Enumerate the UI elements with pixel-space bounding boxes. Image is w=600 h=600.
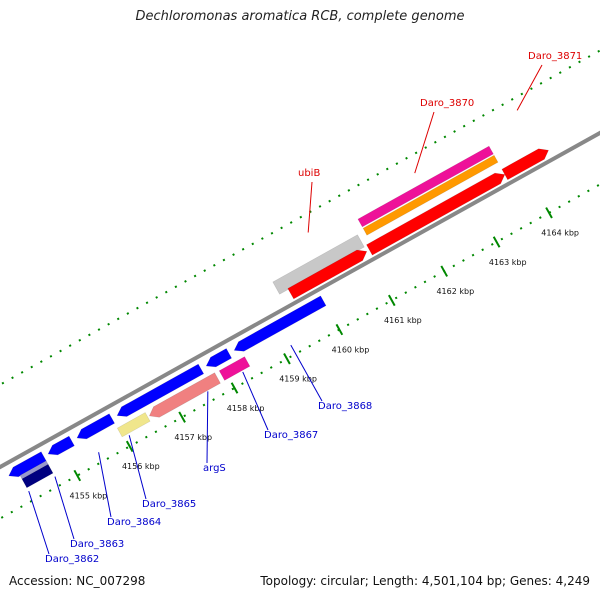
- scale-tick-track: [0, 183, 600, 520]
- cds-blue-3863: [47, 435, 75, 456]
- scale-major-tick: [335, 323, 344, 336]
- cds-blue-argS: [205, 348, 233, 368]
- scale-major-tick: [73, 469, 82, 482]
- gene-label-reverse: argS: [203, 463, 226, 474]
- scale-label: 4157 kbp: [174, 433, 212, 442]
- cds-orange-feature: [362, 154, 499, 236]
- gene-label-reverse: Daro_3862: [45, 554, 99, 565]
- cds-blue-3862: [8, 451, 47, 478]
- gene-label-reverse: Daro_3865: [142, 499, 196, 510]
- cds-blue-3865: [116, 363, 205, 417]
- cds-red-lower: [366, 172, 506, 256]
- scale-label: 4160 kbp: [332, 345, 370, 354]
- scale-label: 4161 kbp: [384, 316, 422, 325]
- scale-label: 4158 kbp: [227, 404, 265, 413]
- gene-leader-line: [128, 435, 147, 500]
- cds-salmon-feature: [148, 372, 221, 418]
- scale-label: 4155 kbp: [70, 491, 108, 500]
- gene-leader-line: [98, 452, 112, 518]
- gene-leader-line: [242, 371, 269, 431]
- cds-magenta-reverse: [218, 356, 251, 381]
- scale-major-tick: [178, 411, 186, 423]
- gene-label-forward: ubiB: [298, 168, 320, 179]
- cds-ubiB-lower: [287, 249, 368, 300]
- gene-leader-line: [290, 344, 323, 402]
- gene-label-forward: Daro_3870: [420, 98, 474, 109]
- scale-major-tick: [387, 294, 396, 307]
- gene-label-reverse: Daro_3867: [264, 430, 318, 441]
- cds-blue-3867: [233, 295, 327, 352]
- gene-label-reverse: Daro_3868: [318, 401, 372, 412]
- scale-major-tick: [125, 440, 134, 453]
- gene-leader-line: [307, 181, 313, 233]
- cds-grey-feature: [272, 234, 365, 295]
- gene-leader-line: [206, 391, 209, 464]
- gene-label-forward: Daro_3871: [528, 51, 582, 62]
- gene-leader-line: [54, 476, 75, 540]
- cds-yellow-feature: [116, 412, 151, 438]
- genome-summary-text: Topology: circular; Length: 4,501,104 bp…: [260, 574, 590, 588]
- gene-label-reverse: Daro_3863: [70, 539, 124, 550]
- scale-major-tick: [492, 236, 501, 248]
- genome-title: Dechloromonas aromatica RCB, complete ge…: [135, 9, 465, 24]
- scale-major-tick: [440, 265, 448, 277]
- scale-major-tick: [283, 353, 291, 365]
- accession-text: Accession: NC_007298: [9, 574, 146, 588]
- gene-leader-line: [516, 64, 543, 111]
- scale-label: 4164 kbp: [541, 229, 579, 238]
- gene-label-reverse: Daro_3864: [107, 517, 161, 528]
- gene-leader-line: [414, 111, 435, 174]
- cds-red-right: [501, 148, 549, 181]
- forward-tick-track: [0, 49, 600, 386]
- scale-label: 4163 kbp: [489, 258, 527, 267]
- scale-label: 4159 kbp: [279, 375, 317, 384]
- cds-navy-highlight: [19, 460, 49, 480]
- genome-backbone: [0, 130, 600, 470]
- cds-magenta-feature: [357, 145, 494, 228]
- scale-label: 4156 kbp: [122, 462, 160, 471]
- gene-leader-line: [28, 491, 50, 555]
- scale-major-tick: [230, 382, 239, 394]
- scale-major-tick: [545, 207, 553, 219]
- cds-blue-3864: [76, 413, 116, 440]
- scale-label: 4162 kbp: [436, 287, 474, 296]
